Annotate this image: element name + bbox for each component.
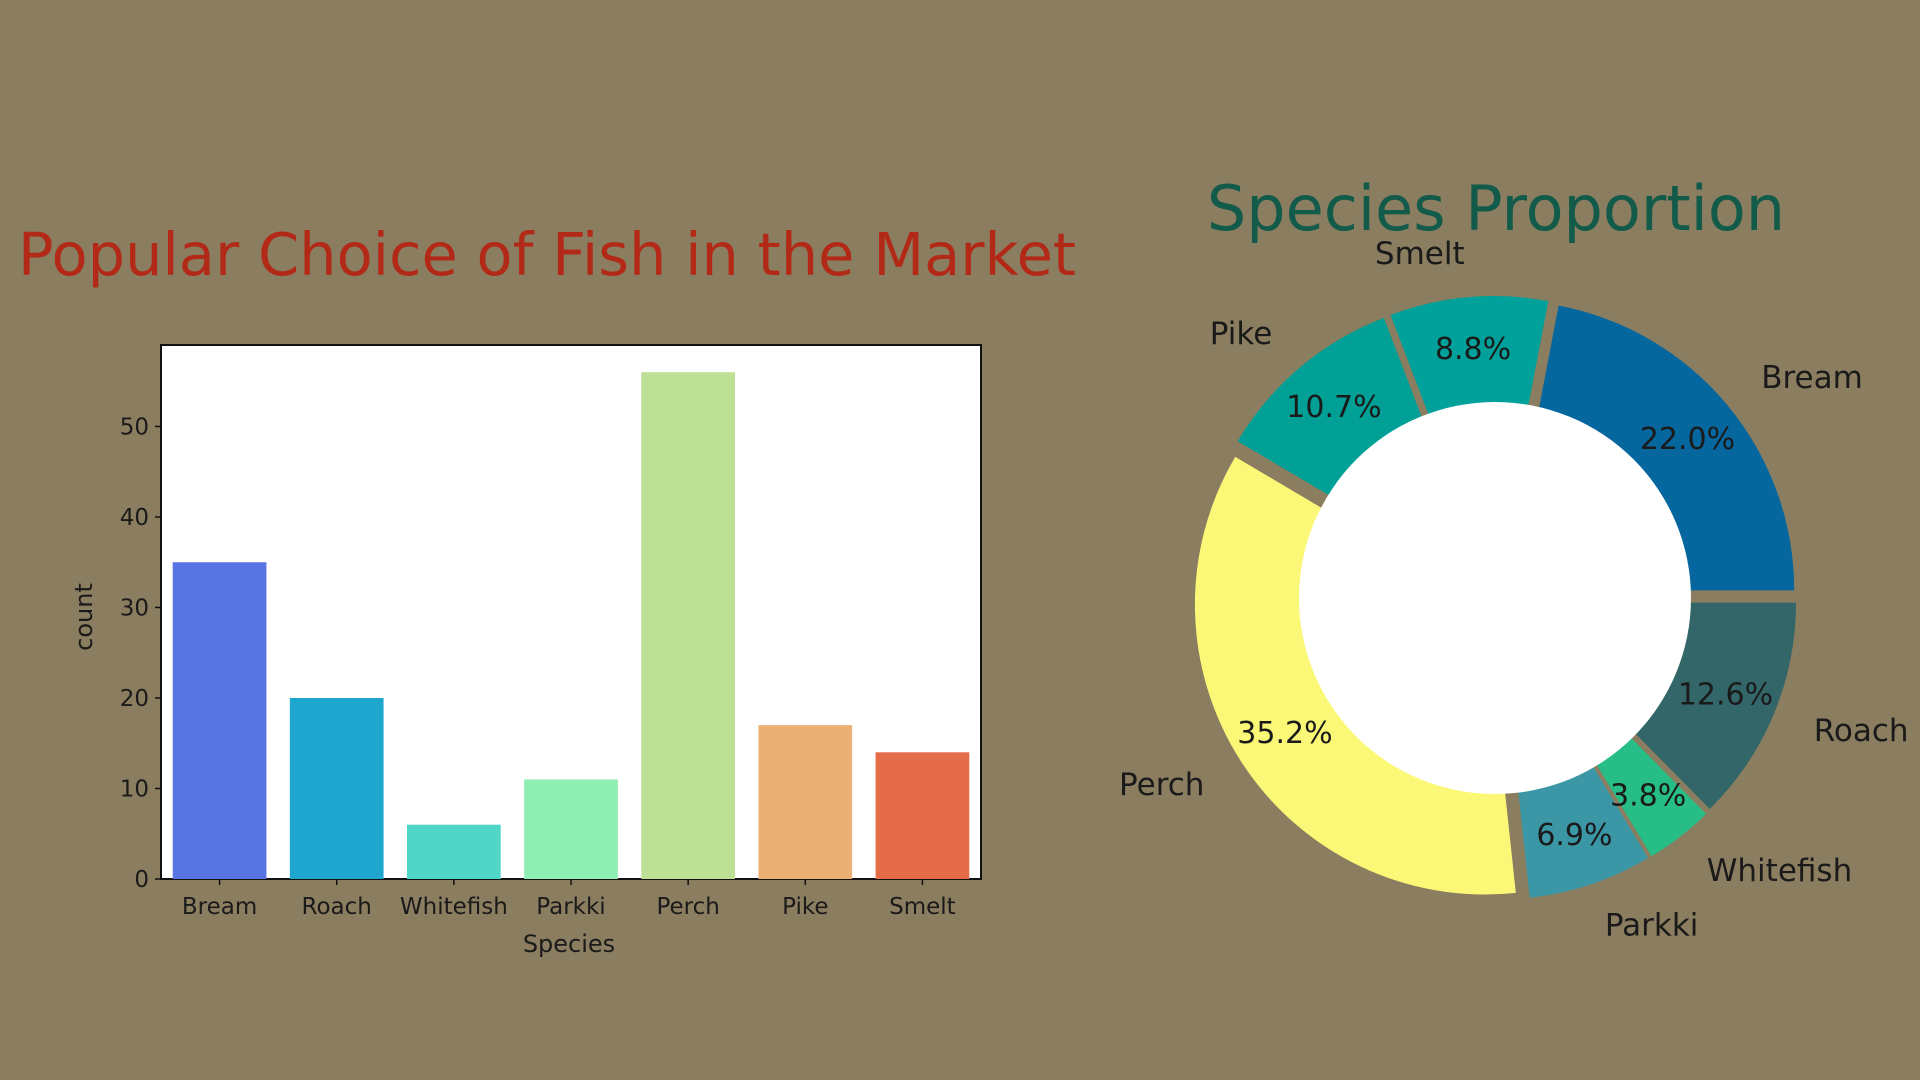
y-tick-label-40: 40 — [120, 505, 149, 531]
bar-parkki — [524, 779, 618, 879]
bar-roach — [289, 697, 384, 879]
x-tick-label-roach: Roach — [302, 894, 372, 920]
slice-label-parkki: Parkki — [1605, 908, 1699, 944]
x-tick-label-bream: Bream — [182, 894, 257, 920]
x-tick-label-perch: Perch — [656, 894, 719, 920]
slice-label-bream: Bream — [1761, 360, 1863, 396]
pie-chart: Species Proportion 22.0% 8.8% 10.7% 35.2% 6.… — [1119, 172, 1909, 944]
bar-marks — [172, 372, 970, 879]
slice-label-whitefish: Whitefish — [1707, 853, 1852, 889]
slice-label-pike: Pike — [1210, 316, 1273, 352]
pct-label-roach: 12.6% — [1678, 677, 1773, 712]
pct-label-smelt: 8.8% — [1435, 332, 1511, 367]
bar-y-ticks: 0 10 20 30 40 50 — [120, 414, 161, 893]
bar-perch — [641, 372, 735, 879]
pct-label-parkki: 6.9% — [1536, 818, 1612, 853]
bar-y-axis-label: count — [70, 583, 98, 651]
bar-bream — [172, 562, 267, 879]
x-tick-label-parkki: Parkki — [536, 894, 605, 920]
y-tick-label-30: 30 — [120, 595, 149, 621]
x-tick-label-whitefish: Whitefish — [400, 894, 508, 920]
pie-chart-title: Species Proportion — [1207, 172, 1785, 245]
pct-label-whitefish: 3.8% — [1610, 778, 1686, 813]
y-tick-label-20: 20 — [120, 686, 149, 712]
slice-label-smelt: Smelt — [1375, 236, 1465, 272]
bar-x-axis-label: Species — [523, 930, 615, 958]
bar-smelt — [875, 752, 970, 879]
bar-pike — [758, 725, 853, 879]
bar-chart: Popular Choice of Fish in the Market 0 10… — [18, 220, 1076, 958]
y-tick-label-10: 10 — [120, 776, 149, 802]
pie-percent-labels: 22.0% 8.8% 10.7% 35.2% 6.9% 3.8% 12.6% — [1237, 332, 1773, 853]
slice-label-roach: Roach — [1814, 713, 1909, 749]
donut-hole — [1299, 402, 1691, 794]
y-tick-label-50: 50 — [120, 414, 149, 440]
bar-whitefish — [407, 824, 501, 879]
x-tick-label-pike: Pike — [782, 894, 828, 920]
y-tick-label-0: 0 — [134, 867, 149, 893]
pct-label-perch: 35.2% — [1237, 716, 1332, 751]
bar-x-ticks: Bream Roach Whitefish Parkki Perch Pike Smelt — [182, 879, 956, 920]
x-tick-label-smelt: Smelt — [889, 894, 956, 920]
pct-label-pike: 10.7% — [1286, 390, 1381, 425]
pct-label-bream: 22.0% — [1640, 422, 1735, 457]
slice-label-perch: Perch — [1119, 767, 1204, 803]
bar-chart-title: Popular Choice of Fish in the Market — [18, 220, 1076, 289]
